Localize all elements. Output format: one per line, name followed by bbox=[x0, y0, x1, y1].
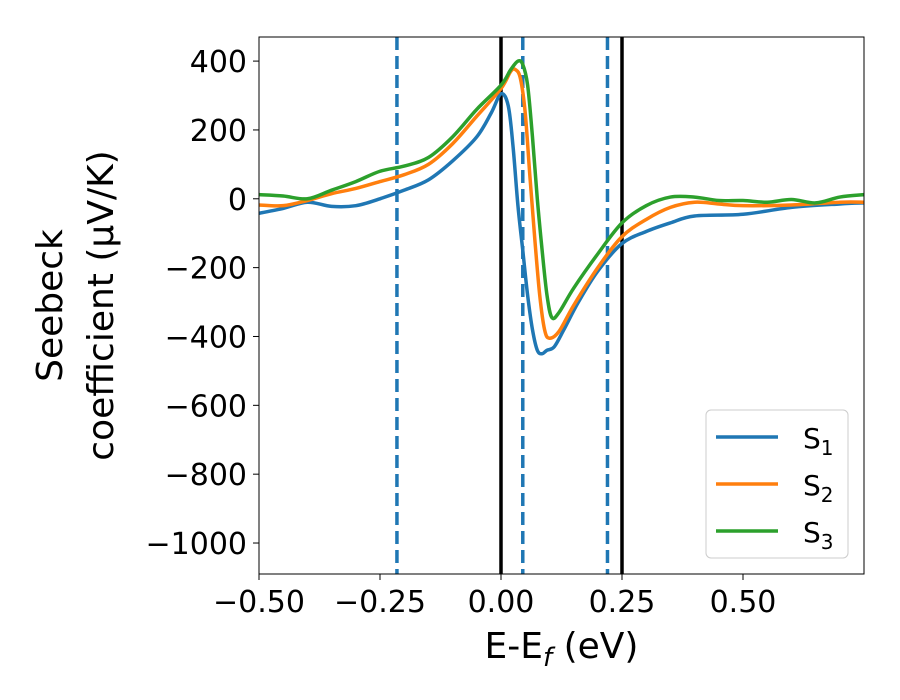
y-tick-label: −400 bbox=[165, 320, 247, 355]
series-line-s2 bbox=[259, 67, 864, 340]
axes: −0.50 −0.25 0.00 0.25 0.50 400 200 0 −200 −400 −60… bbox=[30, 36, 865, 673]
y-axis-label-line1: Seebeck bbox=[30, 229, 71, 382]
y-tick-label: −200 bbox=[165, 252, 247, 287]
x-tick-label: −0.50 bbox=[213, 585, 305, 620]
y-tick-label: 0 bbox=[228, 183, 247, 218]
y-tick-label: −1000 bbox=[146, 527, 247, 562]
x-axis-label: E-Ef (eV) bbox=[485, 626, 639, 673]
y-tick-label: 200 bbox=[190, 114, 247, 149]
y-tick-label: −800 bbox=[165, 458, 247, 493]
plot-frame bbox=[258, 36, 865, 575]
y-axis-label-line2: coefficient (μV/K) bbox=[81, 150, 122, 460]
y-tick-label: 400 bbox=[190, 45, 247, 80]
legend-label-s1: S1 bbox=[803, 422, 834, 460]
x-tick-label: 0.50 bbox=[710, 585, 777, 620]
x-tick-label: 0.00 bbox=[468, 585, 535, 620]
y-tick-label: −600 bbox=[165, 389, 247, 424]
legend-label-s3: S3 bbox=[803, 516, 834, 554]
series-line-s1 bbox=[259, 91, 864, 356]
x-tick-label: 0.25 bbox=[589, 585, 656, 620]
series-line-s3 bbox=[259, 58, 864, 321]
x-tick-label: −0.25 bbox=[334, 585, 426, 620]
legend: S1 S2 S3 bbox=[705, 409, 849, 559]
legend-label-s2: S2 bbox=[803, 469, 834, 507]
plot-area bbox=[259, 37, 864, 574]
